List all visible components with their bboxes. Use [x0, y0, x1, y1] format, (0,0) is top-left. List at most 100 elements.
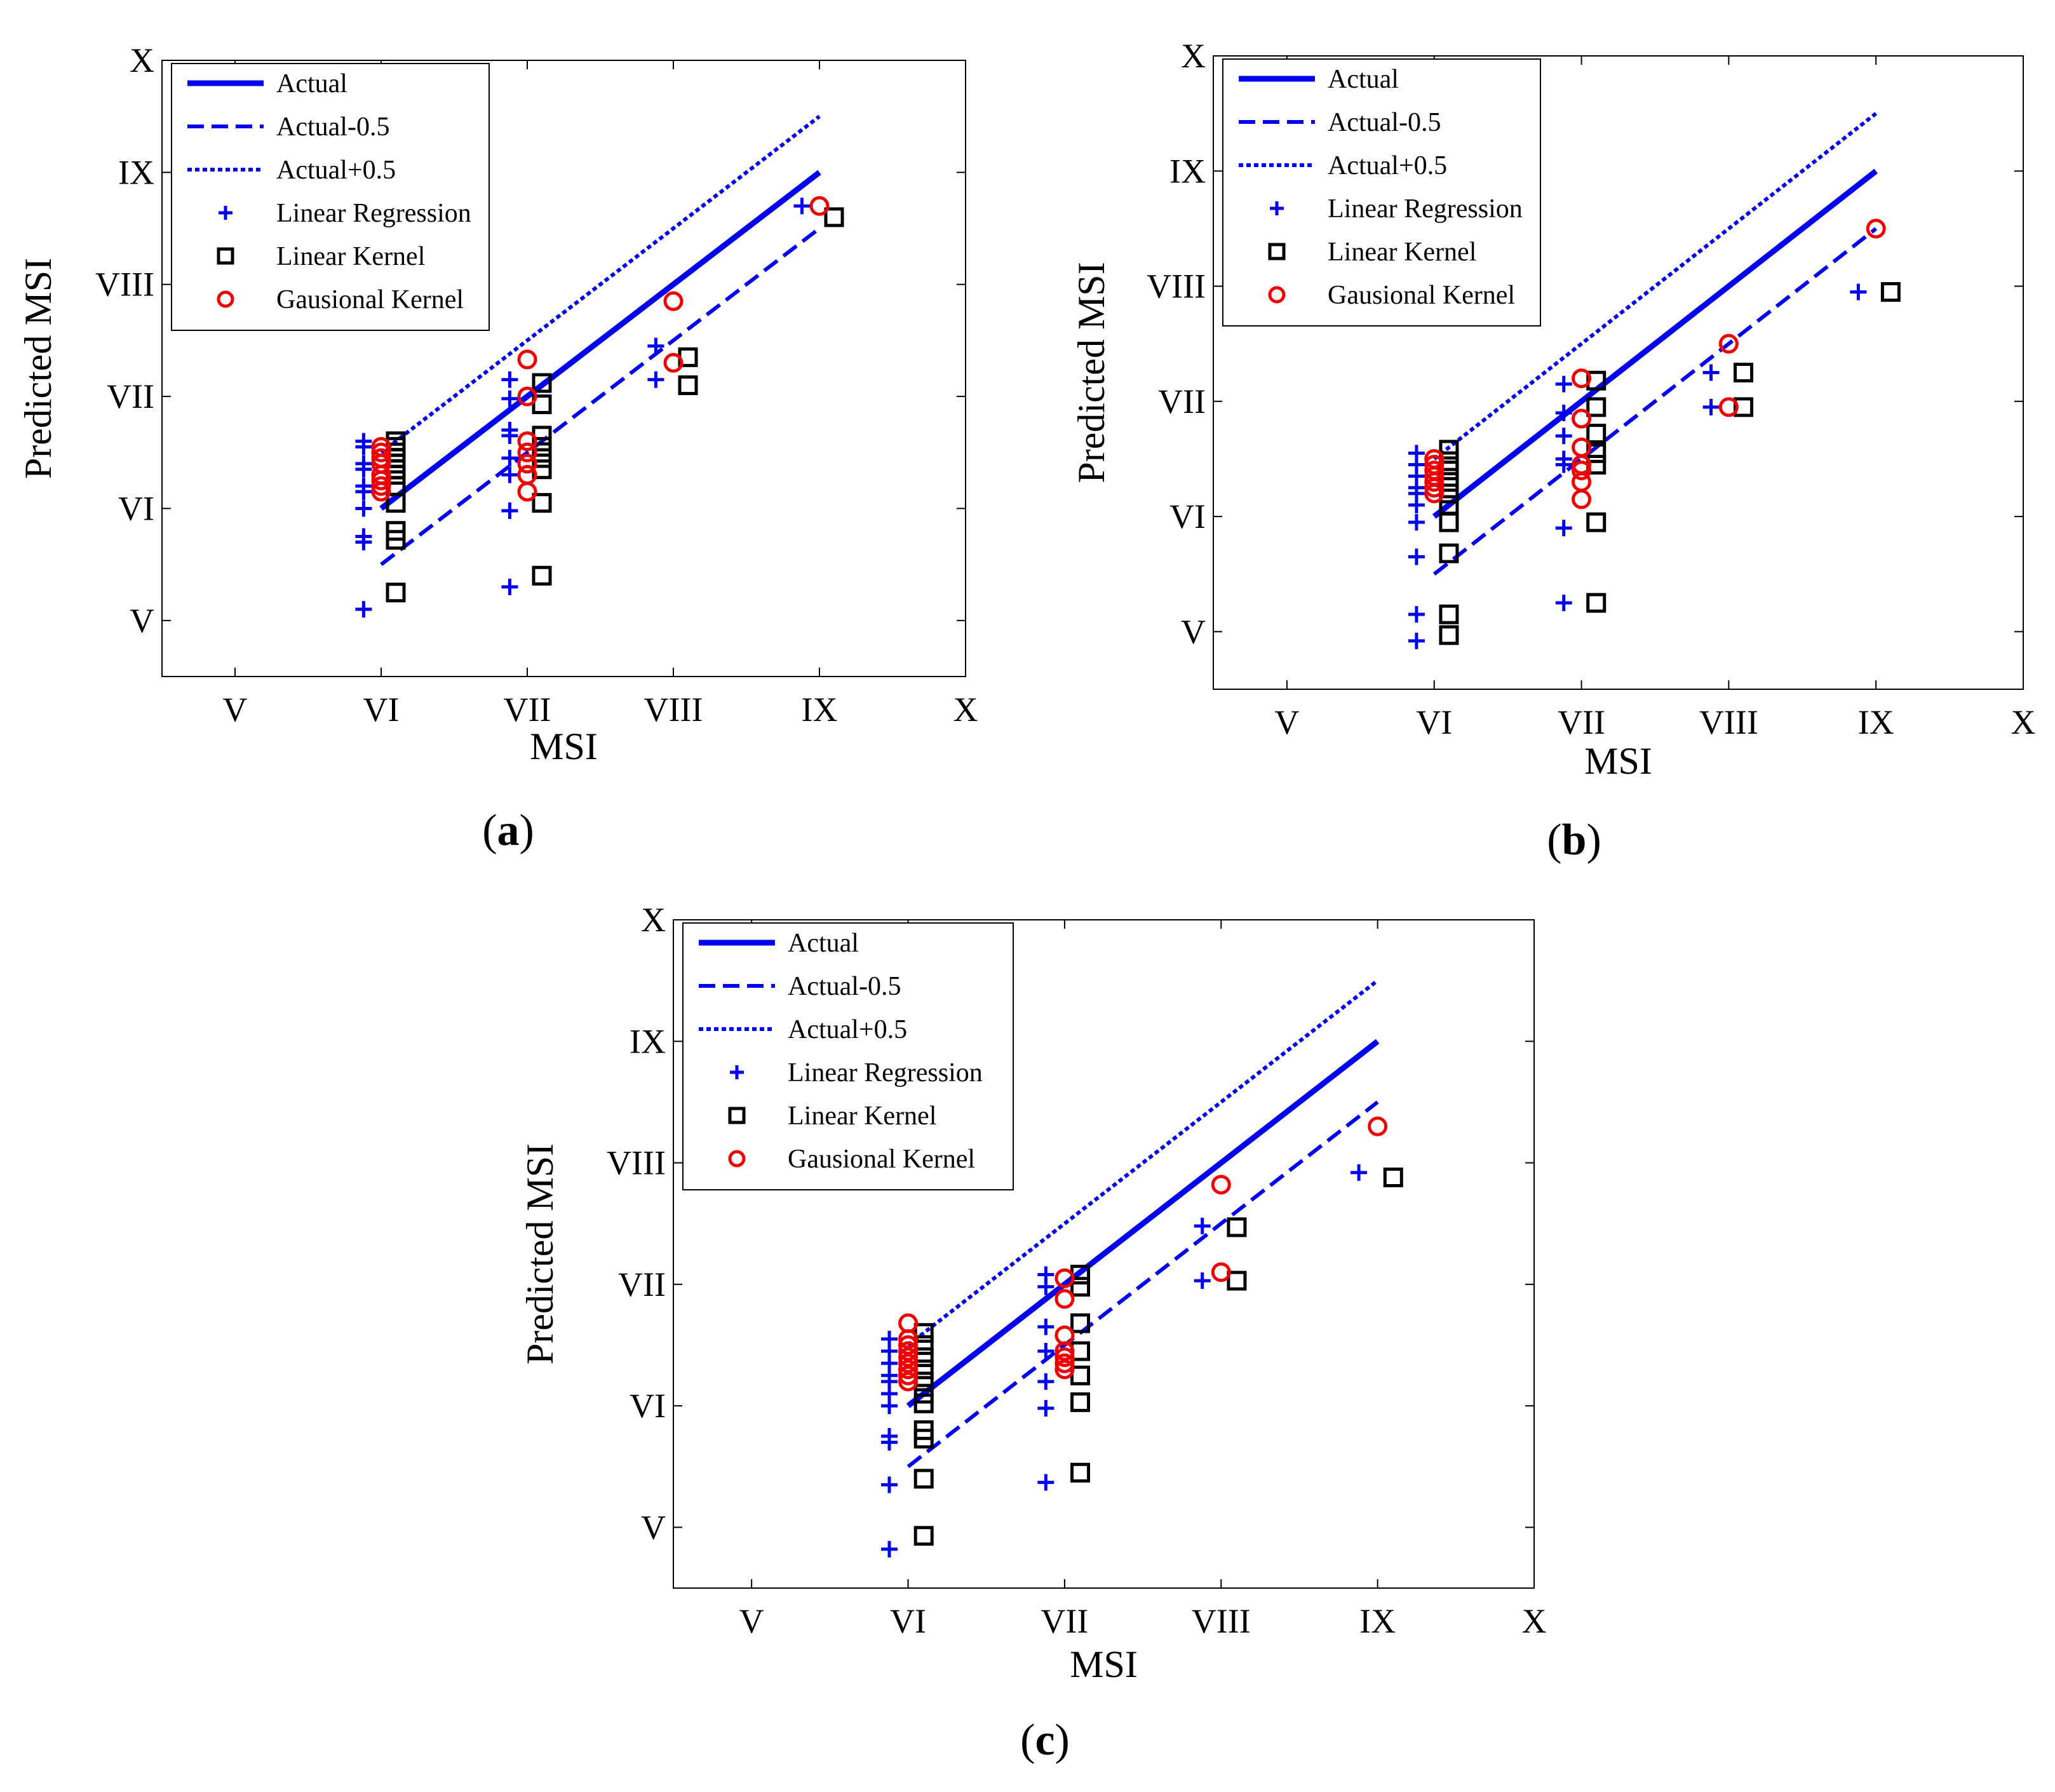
gausional-kernel-point — [1718, 333, 1739, 354]
linear-kernel-point — [532, 493, 552, 513]
gausional-kernel-point — [1572, 408, 1592, 429]
x-tick-label: X — [953, 691, 978, 729]
gausional-kernel-point — [517, 482, 537, 502]
linear-kernel-point — [1586, 593, 1607, 613]
linear-kernel-point — [1880, 282, 1901, 302]
linear-regression-point — [1555, 456, 1572, 473]
linear-regression-point — [1555, 520, 1572, 537]
x-axis-label: MSI — [1584, 740, 1652, 782]
linear-regression-point — [1037, 1399, 1054, 1417]
gausional-kernel-point — [1054, 1268, 1075, 1288]
x-tick-label: VI — [1416, 703, 1452, 741]
legend-label: Gausional Kernel — [788, 1145, 975, 1174]
linear-kernel-point — [1439, 625, 1459, 645]
linear-kernel-point — [913, 1359, 934, 1380]
legend-box — [171, 63, 490, 331]
linear-regression-point — [1037, 1318, 1054, 1335]
x-tick-label: IX — [1858, 703, 1894, 741]
x-axis-label: MSI — [1070, 1643, 1138, 1685]
linear-regression-point — [501, 502, 518, 519]
x-tick-label: VIII — [644, 691, 703, 729]
legend-item-linear-regression: Linear Regression — [730, 1058, 983, 1088]
gausional-kernel-point — [898, 1329, 919, 1349]
legend-label: Actual+0.5 — [276, 156, 396, 185]
linear-kernel-point — [913, 1429, 934, 1449]
legend-swatch-point — [728, 1150, 746, 1168]
legend-item-actual-0-5: Actual+0.5 — [699, 1015, 907, 1044]
y-tick-label: V — [130, 602, 154, 640]
linear-kernel-point — [1439, 543, 1459, 563]
linear-regression-point — [1408, 632, 1425, 649]
line-actual — [379, 170, 821, 511]
y-tick-label: VII — [107, 377, 154, 415]
gausional-kernel-point — [1211, 1262, 1231, 1283]
legend-label: Linear Regression — [1328, 194, 1523, 224]
x-tick-label: VII — [504, 691, 551, 729]
y-tick-label: VII — [1158, 382, 1206, 421]
linear-kernel-point — [1227, 1217, 1247, 1237]
y-tick-label: IX — [630, 1022, 666, 1060]
line-actual-0-5 — [906, 1100, 1379, 1469]
gausional-kernel-point — [1572, 489, 1592, 509]
line-actual-0-5 — [380, 114, 821, 454]
legend-item-gausional-kernel: Gausional Kernel — [217, 285, 464, 314]
legend-item-linear-regression: Linear Regression — [219, 199, 471, 228]
y-tick-label: IX — [118, 153, 154, 191]
legend-label: Linear Kernel — [1328, 238, 1476, 267]
linear-regression-point — [647, 371, 664, 388]
legend-swatch-point — [217, 290, 234, 308]
linear-kernel-point — [1734, 397, 1754, 417]
linear-kernel-point — [824, 207, 844, 227]
linear-regression-point — [1555, 404, 1572, 421]
series-linear-regression — [1408, 283, 1867, 649]
line-actual — [906, 1039, 1380, 1408]
gausional-kernel-point — [898, 1335, 919, 1355]
linear-regression-point — [501, 466, 518, 483]
line-actual-0-5 — [1432, 227, 1878, 576]
gausional-kernel-point — [898, 1371, 919, 1392]
linear-regression-point — [1037, 1343, 1054, 1360]
legend: Actual Actual-0.5 Actual+0.5 Linear Regress… — [171, 63, 490, 331]
linear-kernel-point — [913, 1393, 934, 1413]
y-tick-label: V — [641, 1508, 666, 1546]
panel-caption: (b) — [1547, 816, 1601, 865]
gausional-kernel-point — [898, 1359, 919, 1380]
linear-regression-point — [355, 601, 372, 618]
y-axis-label: Predicted MSI — [17, 258, 59, 479]
gausional-kernel-point — [371, 470, 391, 490]
legend: Actual Actual-0.5 Actual+0.5 Linear Regress… — [682, 922, 1014, 1190]
gausional-kernel-point — [663, 353, 684, 373]
line-actual-0-5 — [380, 227, 821, 567]
y-tick-label: V — [1181, 612, 1206, 650]
legend-swatch-point — [730, 1065, 744, 1079]
linear-kernel-point — [678, 375, 698, 395]
x-tick-label: X — [1522, 1602, 1547, 1640]
linear-kernel-point — [1070, 1392, 1091, 1412]
linear-regression-point — [1037, 1373, 1054, 1390]
linear-kernel-point — [913, 1469, 934, 1489]
gausional-kernel-point — [1054, 1353, 1075, 1373]
legend-swatch-point — [1268, 286, 1286, 304]
linear-regression-point — [1194, 1218, 1211, 1235]
linear-regression-point — [793, 198, 811, 215]
x-tick-label: VIII — [1192, 1602, 1251, 1640]
x-tick-label: V — [739, 1602, 764, 1640]
x-tick-label: VII — [1041, 1602, 1088, 1640]
line-actual — [1432, 168, 1878, 519]
gausional-kernel-point — [898, 1347, 919, 1368]
gausional-kernel-point — [1718, 397, 1739, 417]
linear-kernel-point — [1070, 1365, 1091, 1385]
linear-regression-point — [355, 534, 372, 551]
legend-item-actual-0-5: Actual+0.5 — [1239, 151, 1447, 180]
linear-regression-point — [1850, 283, 1867, 300]
gausional-kernel-point — [1054, 1325, 1075, 1345]
linear-kernel-point — [532, 565, 552, 586]
linear-regression-point — [1555, 375, 1572, 393]
legend-swatch-point — [1268, 243, 1286, 260]
y-tick-label: VIII — [607, 1144, 666, 1182]
gausional-kernel-point — [1424, 472, 1445, 492]
legend-label: Linear Regression — [276, 199, 471, 228]
linear-regression-point — [1555, 428, 1572, 445]
linear-kernel-point — [1439, 512, 1459, 532]
gausional-kernel-point — [517, 454, 537, 474]
